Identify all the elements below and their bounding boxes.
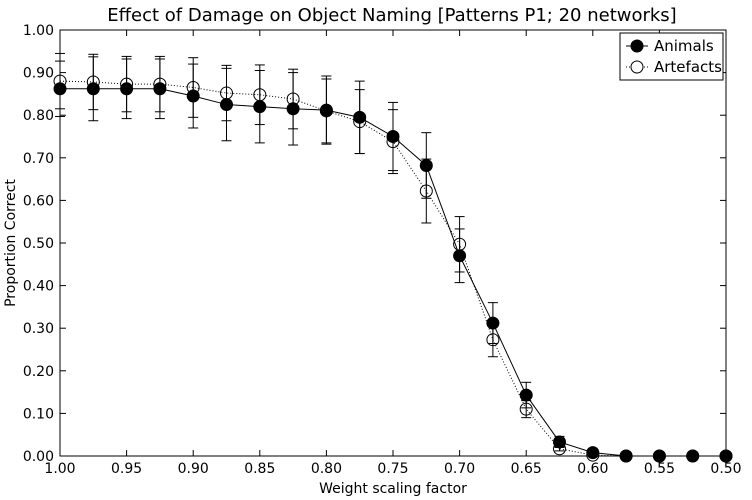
data-point [319, 104, 333, 118]
y-tick-label: 0.40 [23, 279, 54, 295]
data-point [220, 86, 233, 100]
series-line [59, 80, 726, 457]
data-point [120, 77, 134, 91]
data-point [353, 115, 367, 129]
legend-label-artefacts: Artefacts [654, 58, 722, 76]
y-tick-label: 0.90 [23, 66, 54, 82]
y-tick-label: 0.80 [23, 108, 54, 124]
y-tick-label: 0.60 [23, 193, 54, 209]
data-point [186, 81, 200, 95]
data-point [419, 184, 433, 198]
x-tick-label: 0.90 [178, 461, 209, 477]
legend-marker-artefacts [630, 60, 644, 74]
y-tick-label: 1.00 [23, 23, 54, 39]
data-point [553, 442, 566, 456]
data-point [519, 402, 533, 416]
data-point [453, 237, 467, 251]
x-tick-label: 0.65 [511, 461, 542, 477]
data-point [153, 77, 167, 91]
x-tick-label: 0.55 [644, 461, 675, 477]
data-point [86, 75, 100, 89]
chart-title: Effect of Damage on Object Naming [Patte… [107, 5, 676, 26]
x-tick-label: 0.70 [444, 461, 475, 477]
x-tick-label: 0.85 [244, 461, 275, 477]
y-tick-label: 0.50 [23, 236, 54, 252]
x-tick-label: 0.50 [710, 461, 741, 477]
y-tick-label: 0.10 [23, 406, 54, 422]
data-point [286, 92, 300, 106]
data-point [586, 448, 600, 462]
y-axis-label: Proportion Correct [3, 179, 19, 307]
x-tick-label: 0.95 [111, 461, 142, 477]
y-tick-label: 0.00 [23, 449, 54, 465]
x-tick-label: 0.60 [577, 461, 608, 477]
y-tick-label: 0.70 [23, 151, 54, 167]
data-point [486, 333, 500, 347]
x-axis-label: Weight scaling factor [319, 481, 467, 497]
legend-label-animals: Animals [654, 37, 714, 55]
y-tick-label: 0.30 [23, 321, 54, 337]
series-layer [53, 52, 733, 463]
x-tick-label: 0.80 [311, 461, 342, 477]
plot-area [60, 30, 726, 456]
x-tick-label: 1.00 [44, 461, 75, 477]
y-axis-ticks: 0.00 0.10 0.20 0.30 0.40 0.50 0.60 0.70 0.80 0.90… [23, 23, 726, 465]
x-tick-label: 0.75 [377, 461, 408, 477]
x-axis-ticks: 1.00 0.95 0.90 0.85 0.80 0.75 0.70 0.65 0.60 0.55… [44, 30, 742, 477]
data-point [386, 135, 400, 149]
data-point [253, 88, 267, 102]
y-tick-label: 0.20 [23, 364, 54, 380]
legend-marker-animals [630, 39, 644, 53]
plot-frame [59, 29, 727, 457]
legend: Animals Artefacts [619, 32, 724, 81]
